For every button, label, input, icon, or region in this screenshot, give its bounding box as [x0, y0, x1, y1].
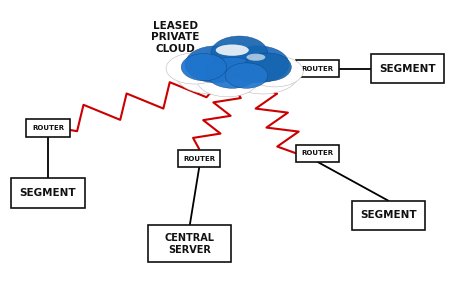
Ellipse shape: [216, 45, 249, 56]
Ellipse shape: [197, 63, 258, 97]
FancyBboxPatch shape: [148, 225, 231, 262]
FancyBboxPatch shape: [296, 60, 338, 77]
Ellipse shape: [175, 55, 246, 94]
Text: SEGMENT: SEGMENT: [379, 64, 436, 74]
Text: LEASED
PRIVATE
CLOUD: LEASED PRIVATE CLOUD: [151, 21, 200, 54]
Ellipse shape: [166, 53, 223, 84]
Ellipse shape: [244, 53, 292, 81]
FancyBboxPatch shape: [26, 119, 71, 137]
FancyBboxPatch shape: [296, 145, 338, 162]
Ellipse shape: [225, 63, 268, 88]
Ellipse shape: [228, 55, 299, 94]
Text: ROUTER: ROUTER: [183, 156, 215, 162]
FancyBboxPatch shape: [352, 201, 425, 230]
Ellipse shape: [190, 77, 294, 91]
Text: SEGMENT: SEGMENT: [360, 210, 417, 220]
FancyBboxPatch shape: [11, 178, 84, 208]
Ellipse shape: [228, 46, 289, 83]
Ellipse shape: [201, 43, 273, 83]
Text: ROUTER: ROUTER: [301, 66, 333, 72]
Ellipse shape: [181, 54, 227, 81]
Ellipse shape: [206, 57, 258, 88]
Text: CENTRAL
SERVER: CENTRAL SERVER: [165, 233, 215, 254]
Ellipse shape: [185, 46, 246, 83]
Text: ROUTER: ROUTER: [301, 150, 333, 156]
Text: SEGMENT: SEGMENT: [19, 188, 76, 198]
Ellipse shape: [211, 36, 268, 70]
FancyBboxPatch shape: [178, 151, 220, 168]
Ellipse shape: [246, 54, 265, 61]
Ellipse shape: [246, 56, 303, 87]
FancyBboxPatch shape: [371, 54, 444, 83]
Text: ROUTER: ROUTER: [32, 125, 64, 131]
